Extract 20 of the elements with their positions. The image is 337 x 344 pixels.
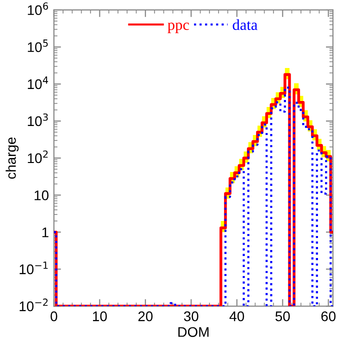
y-tick-label: 10$^{3}$ [28, 113, 48, 126]
y-tick-label: 10$^{5}$ [28, 40, 48, 52]
legend-label: data [232, 19, 258, 30]
legend-label: ppc [168, 22, 189, 34]
y-tick-label: 10$^{2}$ [28, 150, 48, 164]
x-tick-label: 10 [93, 311, 107, 322]
x-tick-label: 0 [50, 311, 58, 322]
y-tick-label: 10 [34, 190, 49, 200]
x-tick-label: 20 [138, 311, 153, 322]
x-tick-label: 30 [184, 311, 198, 322]
x-tick-label: 40 [229, 311, 244, 322]
y-tick-label: 10$^{4}$ [28, 76, 48, 90]
y-tick-label: 1 [42, 228, 48, 238]
y-axis-title: charge [6, 137, 19, 179]
y-tick-label: 10$^{−2}$ [20, 298, 48, 312]
y-tick-label: 10$^{6}$ [28, 2, 48, 16]
x-tick-label: 50 [275, 311, 290, 322]
x-tick-label: 60 [321, 311, 336, 322]
y-tick-label: 10$^{−1}$ [20, 262, 48, 274]
x-axis-title: DOM [178, 327, 208, 337]
